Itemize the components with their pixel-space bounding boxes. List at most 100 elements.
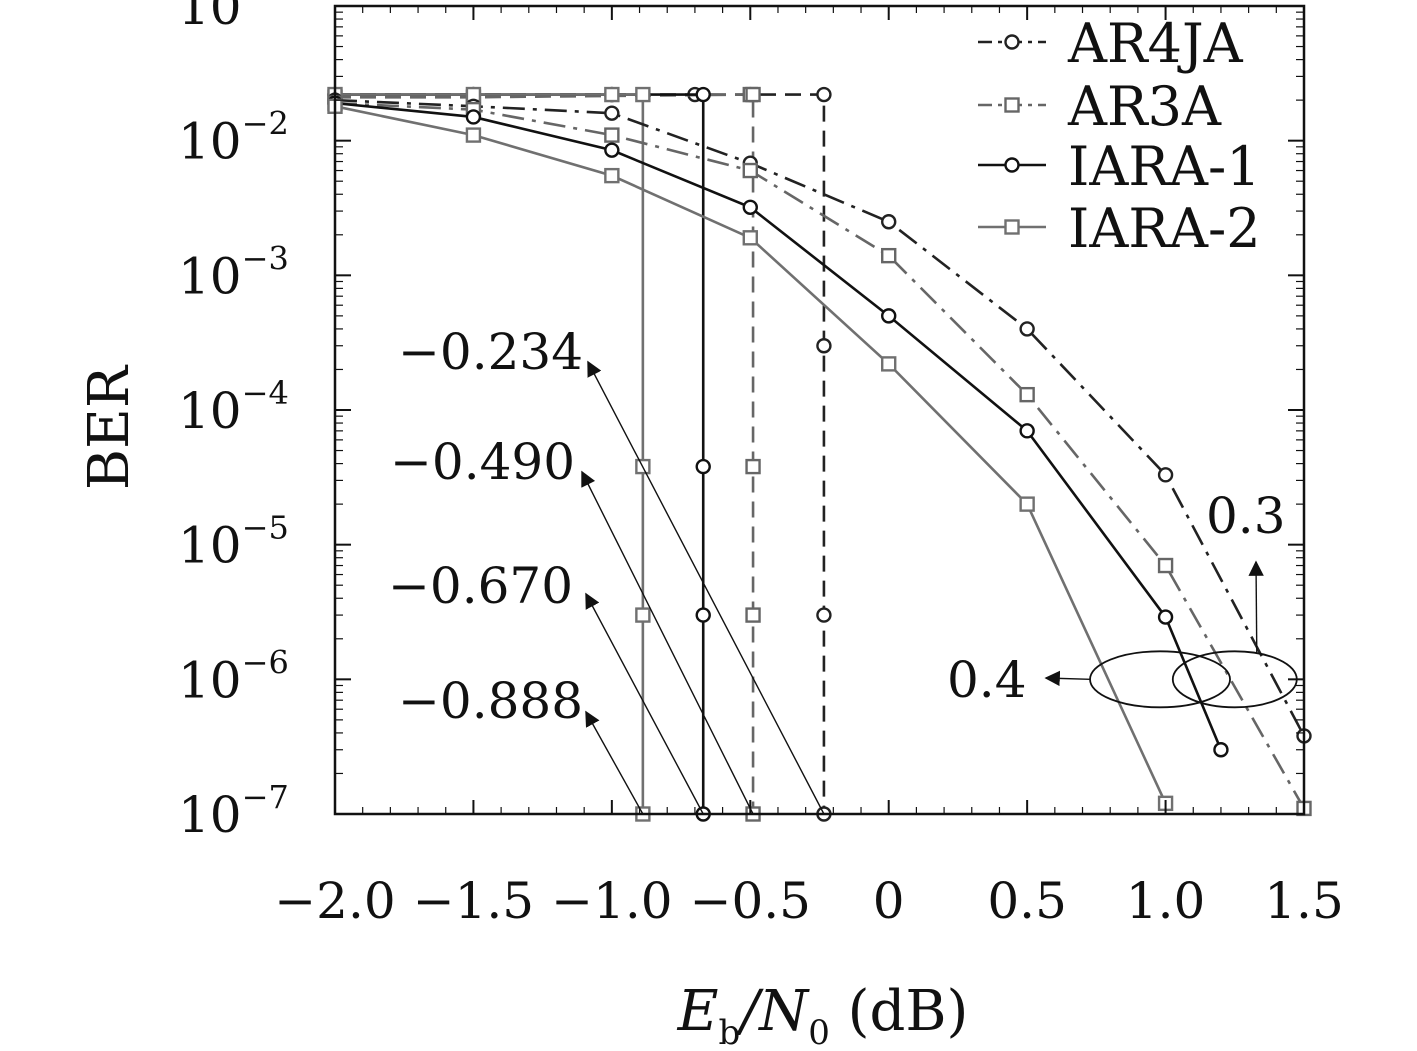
y-tick-label: 10−6 — [178, 643, 289, 709]
series-iara-2-threshold-point — [635, 607, 651, 623]
y-tick-base: 10 — [178, 651, 242, 709]
series-iara-2-point — [465, 127, 482, 143]
y-tick-exponent: −2 — [242, 105, 289, 143]
legend-label-iara-1: IARA-1 — [1068, 135, 1261, 198]
series-ar4ja-threshold-point — [816, 338, 832, 354]
series-iara-1-line — [334, 101, 1223, 751]
y-tick-base: 10 — [178, 113, 242, 171]
legend-item-ar3a: AR3A — [978, 75, 1222, 138]
x-axis-label-sub2: 0 — [808, 1013, 830, 1051]
legend-label-iara-2: IARA-2 — [1068, 197, 1261, 260]
legend-marker-iara-2 — [1004, 219, 1020, 235]
legend-marker-iara-1 — [1004, 157, 1020, 173]
x-tick-label: −0.5 — [690, 872, 811, 930]
annotation-ellipse — [1089, 650, 1231, 709]
annotation-arrow — [585, 710, 644, 815]
series-ar3a-point — [604, 127, 620, 143]
y-tick-exponent: −5 — [242, 509, 289, 547]
annotation-label: 0.3 — [1206, 487, 1286, 545]
tick-labels: −2.0−1.5−1.0−0.500.51.01.510−110−210−310… — [178, 0, 1344, 930]
x-tick-label: 0 — [873, 872, 905, 930]
annotation-arrow — [581, 470, 754, 815]
annotation-label: −0.670 — [388, 557, 573, 615]
y-tick-label: 10−5 — [178, 509, 289, 575]
annotation-label: −0.888 — [398, 672, 583, 730]
series-ar3a-point — [1157, 557, 1174, 574]
series-iara-1-threshold-point — [695, 607, 711, 623]
y-tick-base: 10 — [178, 382, 242, 440]
series-ar4ja-threshold-point — [816, 86, 832, 103]
y-tick-base: 10 — [178, 247, 242, 305]
x-tick-label: 0.5 — [987, 872, 1067, 930]
series-ar4ja-point — [604, 105, 620, 121]
series-ar4ja-threshold-point — [816, 607, 832, 623]
series-ar3a-threshold-point — [745, 86, 761, 103]
series-iara-2-point — [742, 230, 758, 246]
annotation-ellipse — [1171, 650, 1298, 709]
series-iara-1-point — [1157, 609, 1174, 625]
y-tick-base: 10 — [178, 0, 242, 36]
series-ar3a-point — [742, 162, 758, 179]
series-iara-1-point — [1213, 742, 1229, 758]
x-tick-label: −2.0 — [274, 872, 395, 930]
legend-marker-ar3a — [1004, 97, 1020, 113]
threshold-curves — [327, 86, 832, 822]
series-ar4ja-point — [1157, 467, 1174, 483]
y-tick-exponent: −4 — [242, 374, 289, 412]
annotation-arrow — [587, 360, 825, 815]
annotation-label: 0.4 — [947, 651, 1027, 709]
y-tick-label: 10−1 — [178, 0, 289, 36]
legend-item-iara-2: IARA-2 — [978, 197, 1261, 260]
annotation-arrow — [1248, 560, 1264, 654]
y-tick-label: 10−4 — [178, 374, 289, 440]
x-tick-label: −1.0 — [551, 872, 672, 930]
x-axis-label-sub1: b — [719, 1013, 741, 1051]
series-iara-2-group — [327, 98, 1174, 812]
axis-ticks — [334, 5, 1305, 815]
y-tick-exponent: −7 — [242, 778, 289, 816]
legend-item-ar4ja: AR4JA — [978, 12, 1244, 75]
series-iara-2-threshold-point — [604, 86, 620, 103]
x-tick-label: 1.0 — [1126, 872, 1206, 930]
series-iara-2-point — [604, 167, 620, 184]
y-tick-label: 10−2 — [178, 105, 289, 171]
x-axis-label-mid: /N — [735, 979, 810, 1044]
x-tick-label: 1.5 — [1264, 872, 1344, 930]
x-tick-label: −1.5 — [413, 872, 534, 930]
x-axis-label-main: E — [677, 979, 719, 1044]
series-iara-1-point — [1019, 423, 1035, 439]
series-ar3a-threshold-point — [745, 607, 761, 623]
series-iara-1-threshold-point — [695, 458, 711, 475]
series-ar3a-point — [881, 247, 897, 264]
y-tick-exponent: −6 — [242, 643, 289, 681]
series-iara-1-point — [742, 199, 758, 216]
series-ar4ja-point — [1019, 321, 1035, 337]
series-iara-1-point — [604, 142, 620, 158]
series-iara-1-point — [881, 308, 897, 324]
series-iara-2-threshold-group — [327, 86, 651, 822]
legend-label-ar4ja: AR4JA — [1067, 12, 1244, 75]
annotations: −0.234 −0.490 −0.670 −0.888 0.3 0.4 — [388, 323, 1298, 815]
series-iara-2-threshold-point — [635, 86, 651, 103]
y-axis-label: BER — [77, 364, 142, 490]
x-axis-label-tail: (dB) — [830, 979, 969, 1044]
series-ar4ja-point — [881, 214, 897, 230]
series-ar3a-point — [1019, 386, 1035, 403]
y-tick-exponent: −3 — [242, 239, 289, 277]
y-tick-label: 10−3 — [178, 239, 289, 305]
series-iara-1-point — [465, 109, 482, 125]
y-tick-base: 10 — [178, 786, 242, 844]
annotation-label: −0.234 — [398, 323, 583, 381]
series-iara-1-threshold-point — [695, 86, 711, 103]
legend-label-ar3a: AR3A — [1067, 75, 1222, 138]
series-iara-2-point — [1019, 496, 1035, 512]
annotation-label: −0.490 — [390, 433, 575, 491]
x-axis-label: Eb/N0 (dB) — [677, 979, 969, 1051]
annotation-arrow — [585, 592, 704, 815]
legend-item-iara-1: IARA-1 — [978, 135, 1261, 198]
series-iara-2-point — [881, 356, 897, 372]
ber-curves — [327, 92, 1312, 817]
legend-marker-ar4ja — [1004, 34, 1020, 50]
